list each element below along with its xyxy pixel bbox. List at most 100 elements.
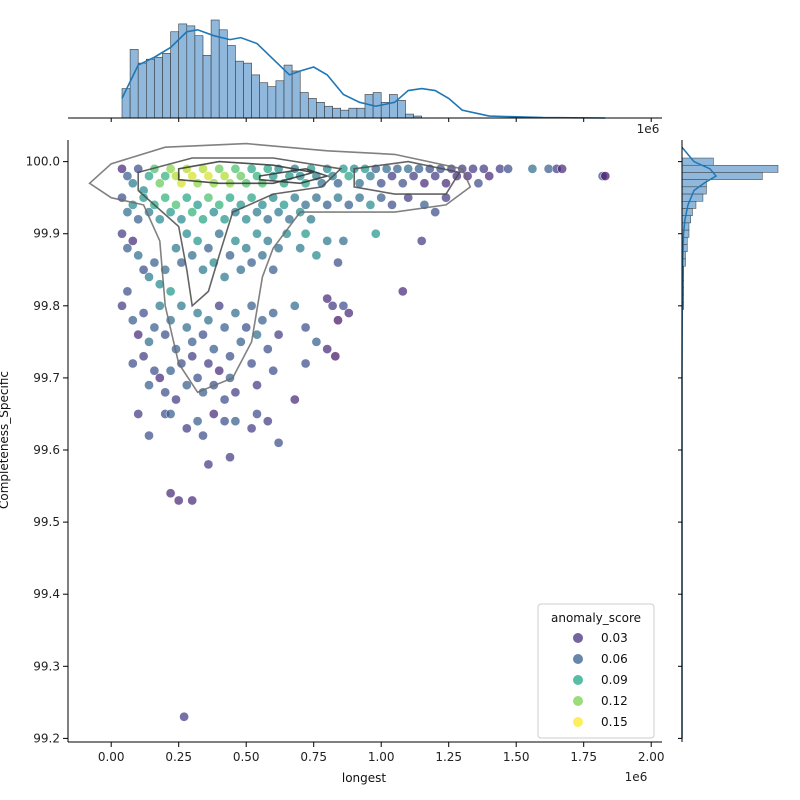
scatter-point bbox=[246, 423, 257, 434]
scatter-point bbox=[122, 286, 133, 297]
scatter-point bbox=[160, 387, 171, 398]
top-hist-bar bbox=[202, 54, 212, 119]
top-hist-bar bbox=[251, 74, 261, 119]
scatter-point bbox=[117, 228, 127, 239]
scatter-point bbox=[273, 207, 284, 217]
top-hist-bar bbox=[316, 102, 325, 119]
top-hist-bar bbox=[356, 107, 366, 119]
scatter-point bbox=[160, 329, 171, 340]
top-hist-bar bbox=[405, 113, 414, 119]
right-hist-bar bbox=[681, 164, 779, 173]
scatter-point bbox=[322, 293, 333, 304]
scatter-point bbox=[252, 380, 262, 390]
scatter-point bbox=[300, 200, 311, 210]
top-hist-bar bbox=[307, 98, 317, 119]
scatter-point bbox=[503, 163, 513, 174]
scatter-point bbox=[176, 300, 187, 311]
y-tick-label: 99.3 bbox=[33, 659, 60, 673]
scatter-point bbox=[365, 171, 376, 181]
top-kde-line bbox=[121, 28, 606, 119]
scatter-point bbox=[252, 409, 262, 419]
legend-marker-3 bbox=[573, 696, 583, 706]
scatter-point bbox=[154, 214, 165, 225]
scatter-point bbox=[311, 337, 322, 347]
scatter-point bbox=[171, 200, 181, 210]
scatter-point bbox=[149, 322, 160, 333]
scatter-point bbox=[397, 178, 408, 189]
scatter-point bbox=[187, 351, 198, 362]
top-hist-bar bbox=[137, 62, 147, 119]
top-hist-bar bbox=[259, 82, 269, 119]
scatter-point bbox=[133, 329, 144, 340]
scatter-point bbox=[225, 250, 235, 261]
scatter-point bbox=[262, 214, 273, 225]
scatter-point bbox=[273, 437, 284, 448]
axes: 0.00 0.25 0.50 0.75 1.00 1.25 1.50 1.75 2.00 99.2… bbox=[26, 140, 665, 764]
top-hist-bar bbox=[299, 92, 309, 119]
scatter-point bbox=[365, 200, 376, 210]
scatter-point bbox=[322, 236, 333, 246]
scatter-point bbox=[333, 257, 343, 268]
scatter-point bbox=[198, 264, 208, 275]
scatter-point bbox=[257, 315, 268, 326]
scatter-point bbox=[133, 409, 144, 419]
kde-contour bbox=[258, 167, 330, 185]
scatter-point bbox=[392, 163, 403, 174]
scatter-point bbox=[219, 416, 230, 427]
top-hist-bar bbox=[291, 70, 301, 119]
scatter-point bbox=[600, 171, 611, 181]
scatter-point bbox=[279, 200, 289, 210]
y-tick-label: 99.4 bbox=[33, 587, 60, 601]
scatter-point bbox=[219, 214, 230, 225]
top-hist-bar bbox=[243, 62, 252, 119]
scatter-point bbox=[203, 243, 214, 253]
scatter-point bbox=[154, 178, 165, 189]
scatter-point bbox=[144, 272, 154, 282]
scatter-point bbox=[117, 300, 127, 311]
scatter-point bbox=[333, 192, 343, 203]
kde-contour bbox=[137, 157, 343, 308]
legend-label-4: 0.15 bbox=[601, 715, 628, 729]
scatter-point bbox=[219, 171, 230, 181]
scatter-point bbox=[376, 192, 387, 203]
scatter-point bbox=[122, 207, 133, 217]
scatter-point bbox=[403, 163, 414, 174]
y-axis-label: Completeness_Specific bbox=[0, 371, 11, 509]
scatter-point bbox=[343, 171, 354, 181]
scatter-point bbox=[149, 365, 160, 376]
scatter-point bbox=[241, 322, 252, 333]
scatter-point bbox=[219, 272, 230, 282]
top-hist-bar bbox=[194, 35, 204, 119]
top-hist-bar bbox=[275, 80, 285, 119]
scatter-point bbox=[214, 365, 225, 376]
scatter-point bbox=[235, 171, 246, 181]
legend-box bbox=[537, 603, 655, 739]
scatter-point bbox=[252, 207, 262, 217]
scatter-point bbox=[144, 430, 154, 441]
scatter-point bbox=[179, 711, 189, 722]
scatter-point bbox=[338, 300, 349, 311]
scatter-point bbox=[300, 228, 311, 239]
scatter-point bbox=[208, 409, 219, 419]
scatter-point bbox=[246, 358, 257, 369]
x-tick-label: 0.50 bbox=[233, 750, 260, 764]
scatter-point bbox=[192, 178, 203, 189]
scatter-point bbox=[181, 380, 192, 390]
scatter-point bbox=[203, 459, 214, 470]
scatter-point bbox=[262, 236, 273, 246]
right-hist-bar bbox=[681, 172, 763, 180]
y-tick-label: 99.8 bbox=[33, 299, 60, 313]
scatter-point bbox=[333, 178, 343, 189]
scatter-point bbox=[354, 192, 365, 203]
scatter-point bbox=[300, 358, 311, 369]
top-hist-bar bbox=[235, 60, 244, 119]
scatter-point bbox=[225, 192, 235, 203]
top-hist-bar bbox=[121, 88, 131, 119]
scatter-point bbox=[214, 228, 225, 239]
scatter-point bbox=[257, 250, 268, 261]
scatter-point bbox=[214, 200, 225, 210]
scatter-point bbox=[138, 264, 149, 275]
scatter-point bbox=[117, 163, 127, 174]
scatter-point bbox=[414, 163, 424, 174]
